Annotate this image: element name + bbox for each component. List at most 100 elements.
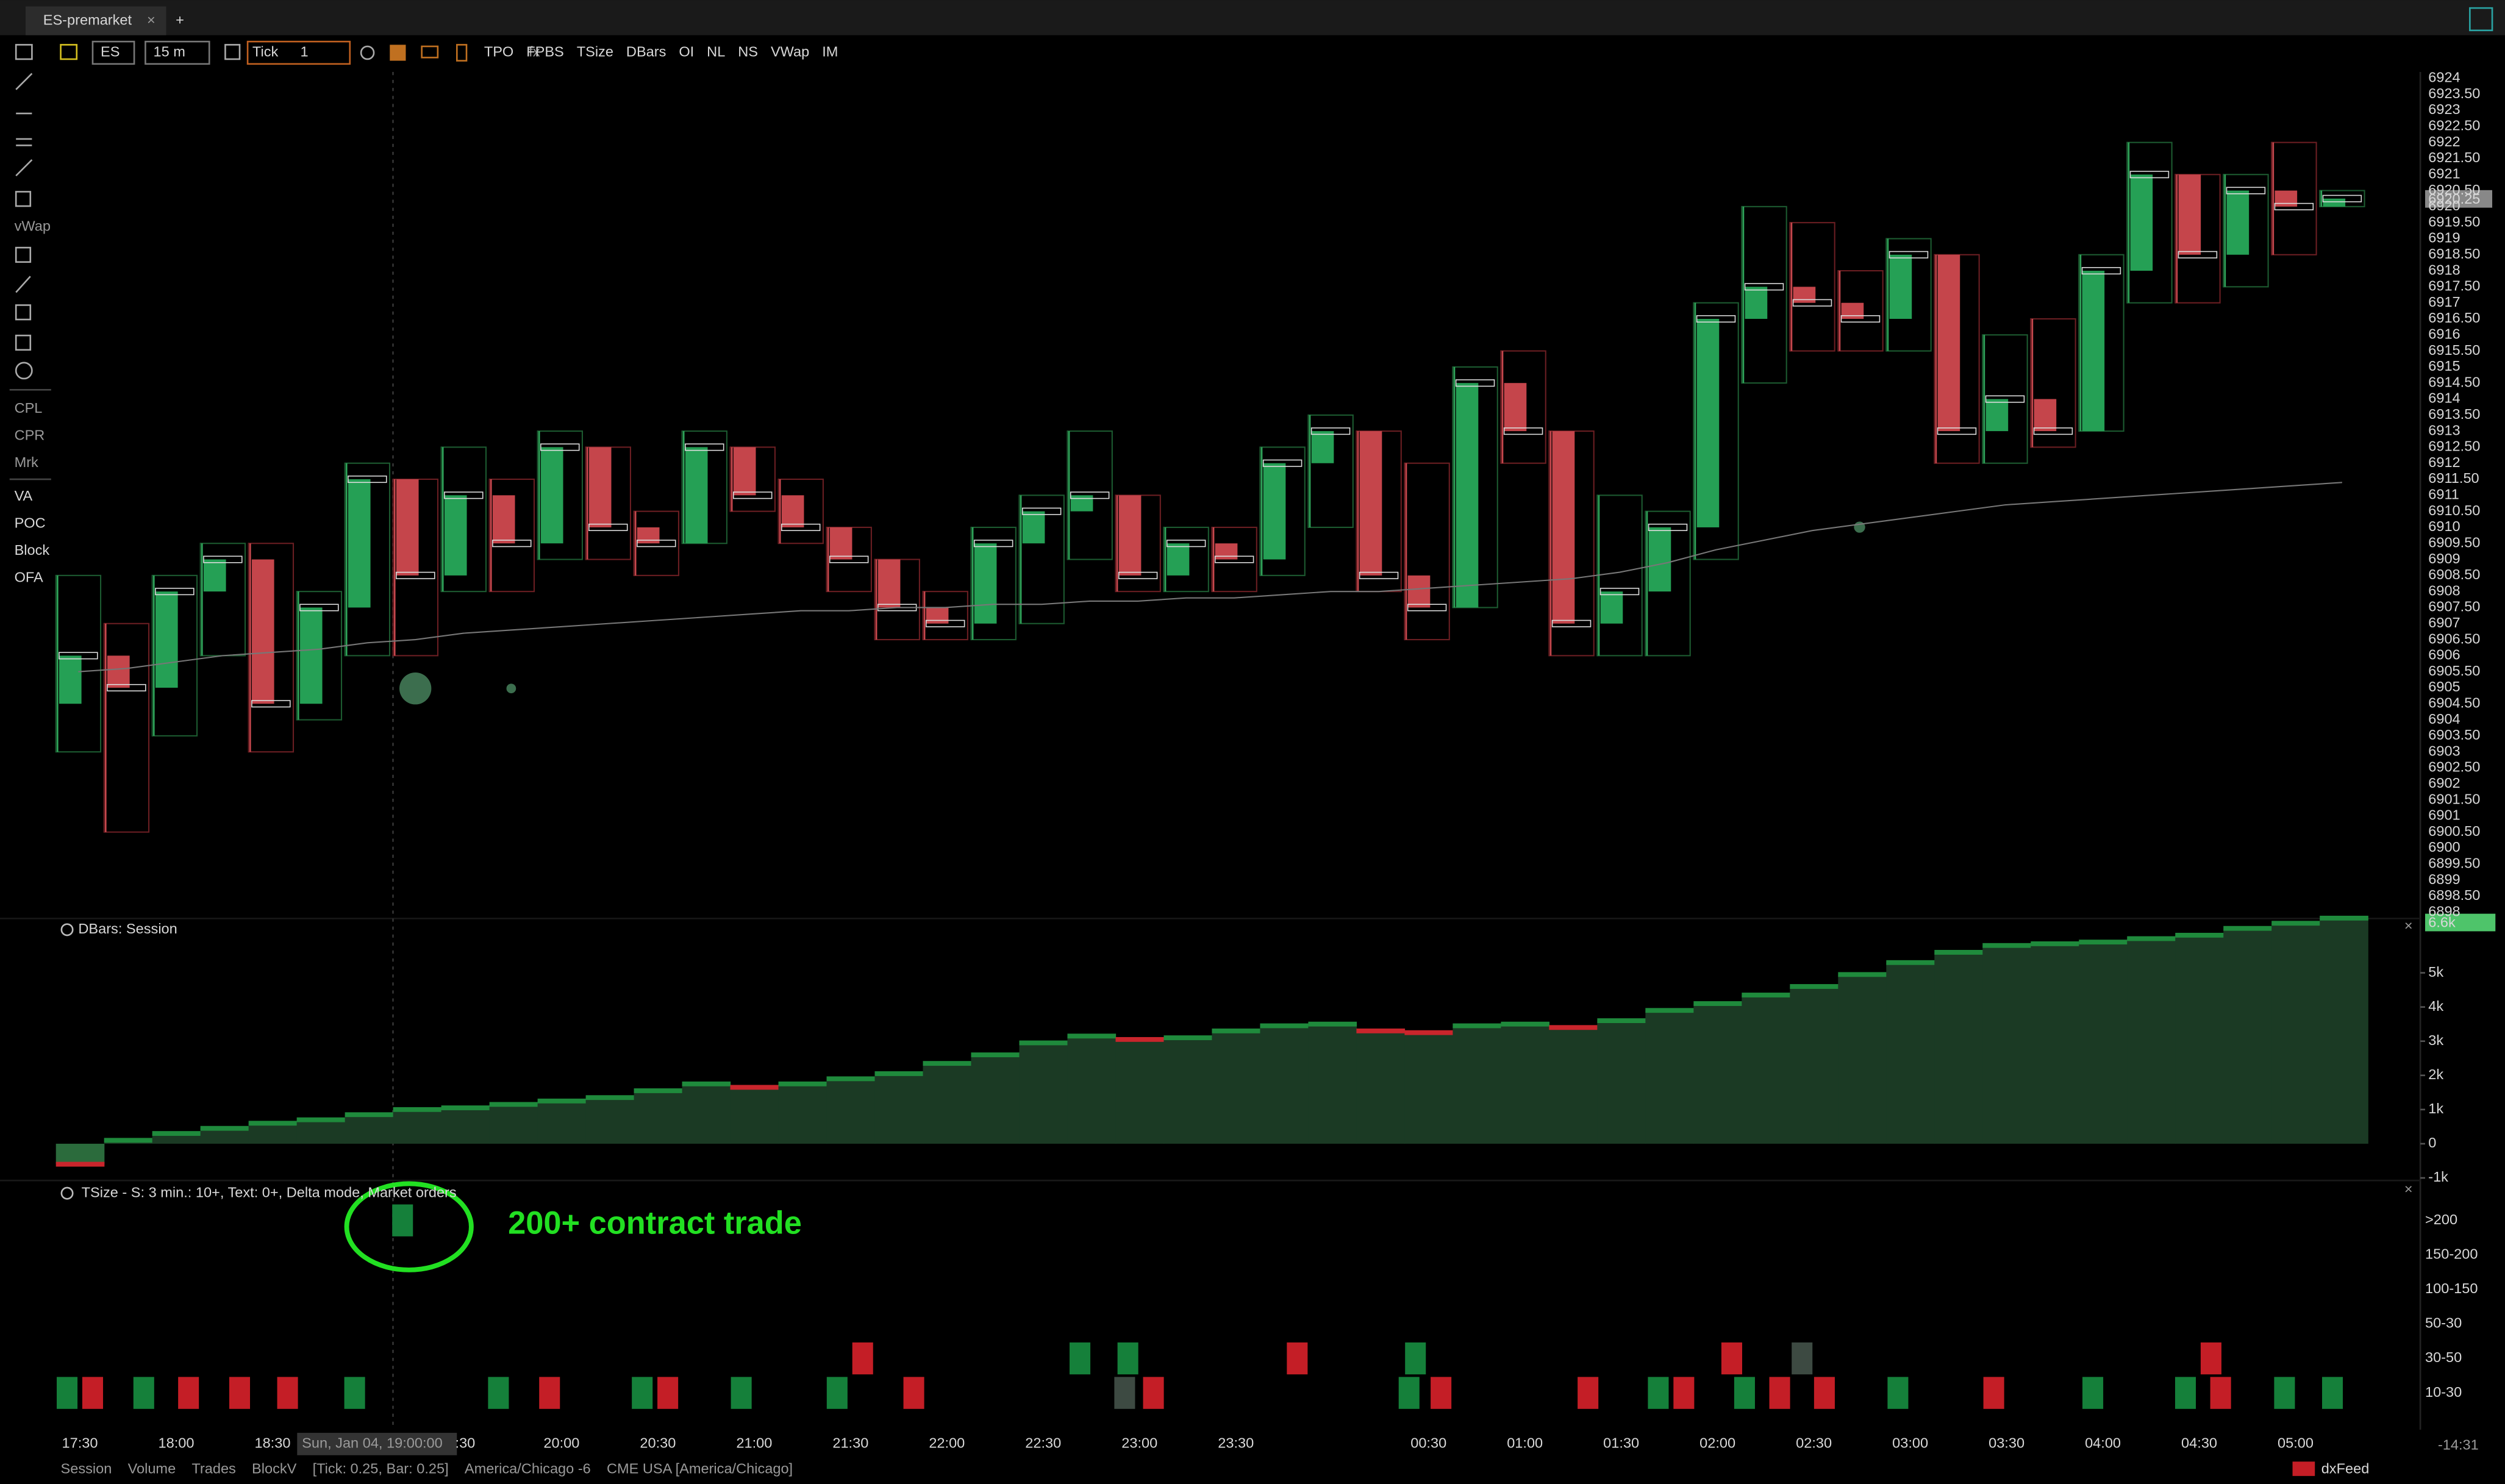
- candle-body: [155, 591, 178, 688]
- study-button[interactable]: OI: [679, 44, 694, 60]
- time-label: 22:30: [1025, 1435, 1061, 1451]
- price-label: 6917.50: [2428, 278, 2480, 294]
- status-item[interactable]: [Tick: 0.25, Bar: 0.25]: [313, 1461, 449, 1477]
- tool-icon[interactable]: [15, 246, 32, 263]
- sidebar-item[interactable]: OFA: [15, 569, 43, 585]
- poc-box: [733, 491, 773, 499]
- dbars-cap: [971, 1052, 1020, 1058]
- study-button[interactable]: IM: [822, 44, 838, 60]
- fx-icon[interactable]: fx: [529, 44, 540, 60]
- candle-body: [1696, 318, 1720, 527]
- study-button[interactable]: TPO: [484, 44, 513, 60]
- poc-box: [444, 491, 484, 499]
- price-label: 6923: [2428, 101, 2460, 117]
- tool-icon[interactable]: [15, 334, 32, 351]
- panel-settings[interactable]: [60, 923, 74, 936]
- candle-range: [633, 510, 679, 576]
- panel-close[interactable]: ×: [2404, 918, 2413, 933]
- time-label: 04:30: [2181, 1435, 2217, 1451]
- study-button[interactable]: NL: [707, 44, 725, 60]
- tool-icon[interactable]: [15, 73, 33, 90]
- folder-icon[interactable]: [60, 44, 78, 60]
- poc-box: [1792, 299, 1832, 307]
- dbars-cap: [537, 1098, 587, 1104]
- tool-icon[interactable]: [421, 45, 439, 59]
- poc-box: [1455, 379, 1495, 387]
- sidebar-item[interactable]: CPL: [15, 400, 43, 416]
- trade-block: [539, 1377, 560, 1409]
- tool-icon[interactable]: [15, 362, 33, 380]
- time-label: 20:00: [543, 1435, 579, 1451]
- panel-settings[interactable]: [60, 1186, 74, 1200]
- trade-block: [392, 1204, 413, 1236]
- tsize-bucket-label: 100-150: [2425, 1280, 2478, 1296]
- new-tab[interactable]: +: [176, 12, 184, 27]
- checkbox[interactable]: [224, 44, 241, 60]
- study-button[interactable]: FPBS: [526, 44, 564, 60]
- price-label: 6901: [2428, 807, 2460, 823]
- trade-block: [277, 1377, 298, 1409]
- sidebar-item[interactable]: Mrk: [15, 454, 38, 470]
- study-button[interactable]: NS: [738, 44, 758, 60]
- feed-logo: [2292, 1461, 2315, 1476]
- candle-body: [829, 527, 852, 560]
- tab-bar: [0, 0, 2505, 35]
- dbars-area: [682, 1083, 731, 1144]
- symbol: ES: [101, 44, 120, 60]
- price-label: 6922.50: [2428, 118, 2480, 134]
- study-button[interactable]: DBars: [626, 44, 666, 60]
- price-label: 6913: [2428, 422, 2460, 438]
- sidebar-item[interactable]: Block: [15, 542, 50, 558]
- panel-close[interactable]: ×: [2404, 1181, 2413, 1197]
- tab[interactable]: [25, 6, 166, 35]
- dbars-cap: [1356, 1028, 1406, 1033]
- candle-range: [440, 446, 487, 593]
- interval-box[interactable]: [145, 40, 210, 65]
- time-label: 23:00: [1121, 1435, 1157, 1451]
- status-item[interactable]: Volume: [128, 1461, 176, 1477]
- time-label: 23:30: [1218, 1435, 1254, 1451]
- sidebar-item[interactable]: VA: [15, 488, 33, 504]
- time-label: 21:00: [736, 1435, 772, 1451]
- status-item[interactable]: Session: [61, 1461, 112, 1477]
- dbars-area: [1260, 1026, 1309, 1144]
- window-close[interactable]: [2469, 7, 2493, 32]
- poc-box: [2178, 251, 2218, 259]
- sidebar-item[interactable]: vWap: [15, 218, 51, 234]
- dbars-area: [2175, 935, 2224, 1144]
- study-button[interactable]: TSize: [577, 44, 613, 60]
- dbars-cap: [2031, 941, 2079, 946]
- dbars-cap: [1645, 1008, 1695, 1013]
- tool-icon[interactable]: [15, 159, 33, 177]
- status-item[interactable]: America/Chicago -6: [465, 1461, 591, 1477]
- candle-body: [685, 447, 708, 544]
- poc-box: [396, 571, 435, 579]
- tool-icon[interactable]: [15, 44, 33, 60]
- symbol-box[interactable]: [91, 40, 135, 65]
- status-item[interactable]: Trades: [191, 1461, 235, 1477]
- sidebar-item[interactable]: POC: [15, 515, 46, 531]
- candle-range: [1741, 205, 1787, 384]
- study-button[interactable]: VWap: [771, 44, 809, 60]
- tool-icon[interactable]: [456, 44, 468, 62]
- candle-range: [1259, 446, 1306, 576]
- dbars-area: [200, 1128, 249, 1144]
- tool-icon[interactable]: [15, 276, 31, 293]
- aggregation: Tick: [252, 44, 279, 60]
- status-item[interactable]: CME USA [America/Chicago]: [607, 1461, 793, 1477]
- poc-box: [2033, 427, 2073, 435]
- price-label: 6907: [2428, 615, 2460, 630]
- price-label: 6920: [2428, 198, 2460, 213]
- settings-icon[interactable]: [360, 45, 375, 60]
- status-item[interactable]: BlockV: [252, 1461, 297, 1477]
- tool-icon[interactable]: [15, 304, 32, 321]
- sidebar-item[interactable]: CPR: [15, 427, 45, 443]
- candle-range: [1885, 238, 1932, 352]
- aggregation-box[interactable]: [246, 40, 351, 65]
- price-label: 6906.50: [2428, 630, 2480, 646]
- tool-icon[interactable]: [390, 45, 406, 61]
- tab-close[interactable]: ×: [147, 12, 155, 27]
- poc-box: [251, 700, 291, 708]
- tool-icon[interactable]: [15, 191, 32, 207]
- poc-box: [59, 652, 98, 660]
